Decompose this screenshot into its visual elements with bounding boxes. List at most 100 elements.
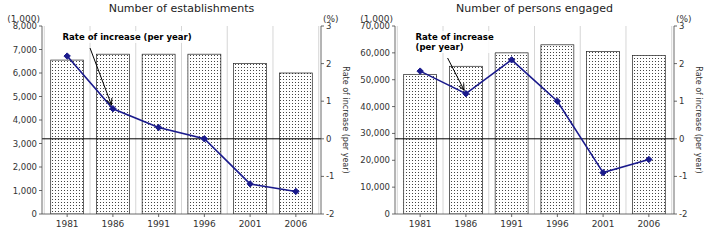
x-tick-label: 1986 [454, 219, 477, 229]
line-marker [600, 169, 606, 175]
bar-fill [587, 52, 620, 214]
bar [188, 54, 221, 214]
category-separator [44, 26, 45, 214]
annotation-line: (per year) [416, 42, 464, 52]
bar-fill [51, 60, 84, 214]
bar-fill [404, 74, 437, 214]
y-tick [392, 79, 395, 80]
line-marker [417, 68, 423, 74]
y-tick-label: 1,000 [13, 186, 37, 196]
x-tick [67, 214, 68, 217]
x-tick [648, 214, 649, 217]
y2-tick-label: -2 [326, 209, 334, 219]
y-tick-label: 10,000 [360, 182, 390, 192]
category-separator [272, 26, 273, 214]
line-marker [247, 181, 253, 187]
x-tick-label: 1991 [500, 219, 523, 229]
y-tick-label: 2,000 [13, 162, 37, 172]
category-separator [534, 26, 535, 214]
y-tick [39, 167, 42, 168]
x-tick [465, 214, 466, 217]
y2-tick [674, 101, 677, 102]
x-tick-label: 2001 [592, 219, 615, 229]
y2-tick-label: 3 [326, 21, 331, 31]
y-tick-label: 0 [32, 209, 37, 219]
y2-tick [674, 26, 677, 27]
y-tick-label: 60,000 [360, 48, 390, 58]
x-tick [250, 214, 251, 217]
bar-fill [495, 53, 528, 214]
annotation-line: Rate of increase [416, 32, 494, 42]
y-tick-label: 20,000 [360, 155, 390, 165]
y2-tick [321, 63, 324, 64]
annotation: Rate of increase (per year) [63, 32, 192, 42]
category-separator [227, 26, 228, 214]
line [67, 56, 296, 191]
x-tick-label: 1996 [193, 219, 216, 229]
y2-tick-label: 0 [679, 134, 684, 144]
x-tick [603, 214, 604, 217]
line-marker [155, 124, 161, 130]
bar-fill [188, 54, 221, 214]
y2-tick [674, 63, 677, 64]
y-tick-label: 30,000 [360, 128, 390, 138]
x-tick [420, 214, 421, 217]
y2-tick-label: -1 [679, 171, 687, 181]
annotation-arrow [90, 48, 111, 105]
bar-fill [541, 45, 574, 214]
y2-tick-label: 1 [679, 96, 684, 106]
chart-panel: Number of establishments(1,000)(%)01,000… [7, 2, 350, 229]
category-separator [90, 26, 91, 214]
y2-tick [321, 214, 324, 215]
y-tick [39, 190, 42, 191]
y-tick-label: 5,000 [13, 92, 37, 102]
annotation-line: Rate of increase (per year) [63, 32, 192, 42]
y2-tick-label: 3 [679, 21, 684, 31]
y-tick [39, 214, 42, 215]
y-axis-line [395, 26, 396, 214]
y2-axis-line [321, 26, 322, 214]
x-tick [158, 214, 159, 217]
line-marker [201, 136, 207, 142]
x-tick [112, 214, 113, 217]
line-marker [64, 53, 70, 59]
y-tick [392, 133, 395, 134]
x-tick-label: 1981 [56, 219, 79, 229]
bar [51, 60, 84, 214]
category-separator [580, 26, 581, 214]
line-marker [554, 98, 560, 104]
annotation-background [62, 31, 193, 43]
y-tick-label: 70,000 [360, 21, 390, 31]
annotation-group: Rate of increase(per year) [415, 31, 495, 53]
category-separator [625, 26, 626, 214]
category-separator [443, 26, 444, 214]
y2-tick-label: 2 [326, 59, 331, 69]
bar-fill [142, 54, 175, 214]
y2-tick-label: 2 [679, 59, 684, 69]
y-tick [392, 106, 395, 107]
y-tick-label: 4,000 [13, 115, 37, 125]
title: Number of establishments [109, 2, 255, 15]
y-tick-label: 40,000 [360, 102, 390, 112]
y2-tick-label: -1 [326, 171, 334, 181]
y-tick [39, 96, 42, 97]
plot-area [395, 45, 674, 214]
y-tick [392, 214, 395, 215]
figure: Number of establishments(1,000)(%)01,000… [0, 0, 706, 234]
x-tick-label: 1981 [409, 219, 432, 229]
line-marker [110, 106, 116, 112]
bar [632, 56, 665, 214]
annotation-background [415, 31, 495, 53]
y-tick [39, 73, 42, 74]
x-tick [557, 214, 558, 217]
x-tick [511, 214, 512, 217]
x-tick-label: 2006 [637, 219, 660, 229]
y-tick [39, 143, 42, 144]
y2-tick [321, 176, 324, 177]
category-separator [671, 26, 672, 214]
line-marker [508, 57, 514, 63]
x-tick-label: 1991 [147, 219, 170, 229]
bar [495, 53, 528, 214]
bar-series [404, 45, 666, 214]
y2-tick [321, 26, 324, 27]
